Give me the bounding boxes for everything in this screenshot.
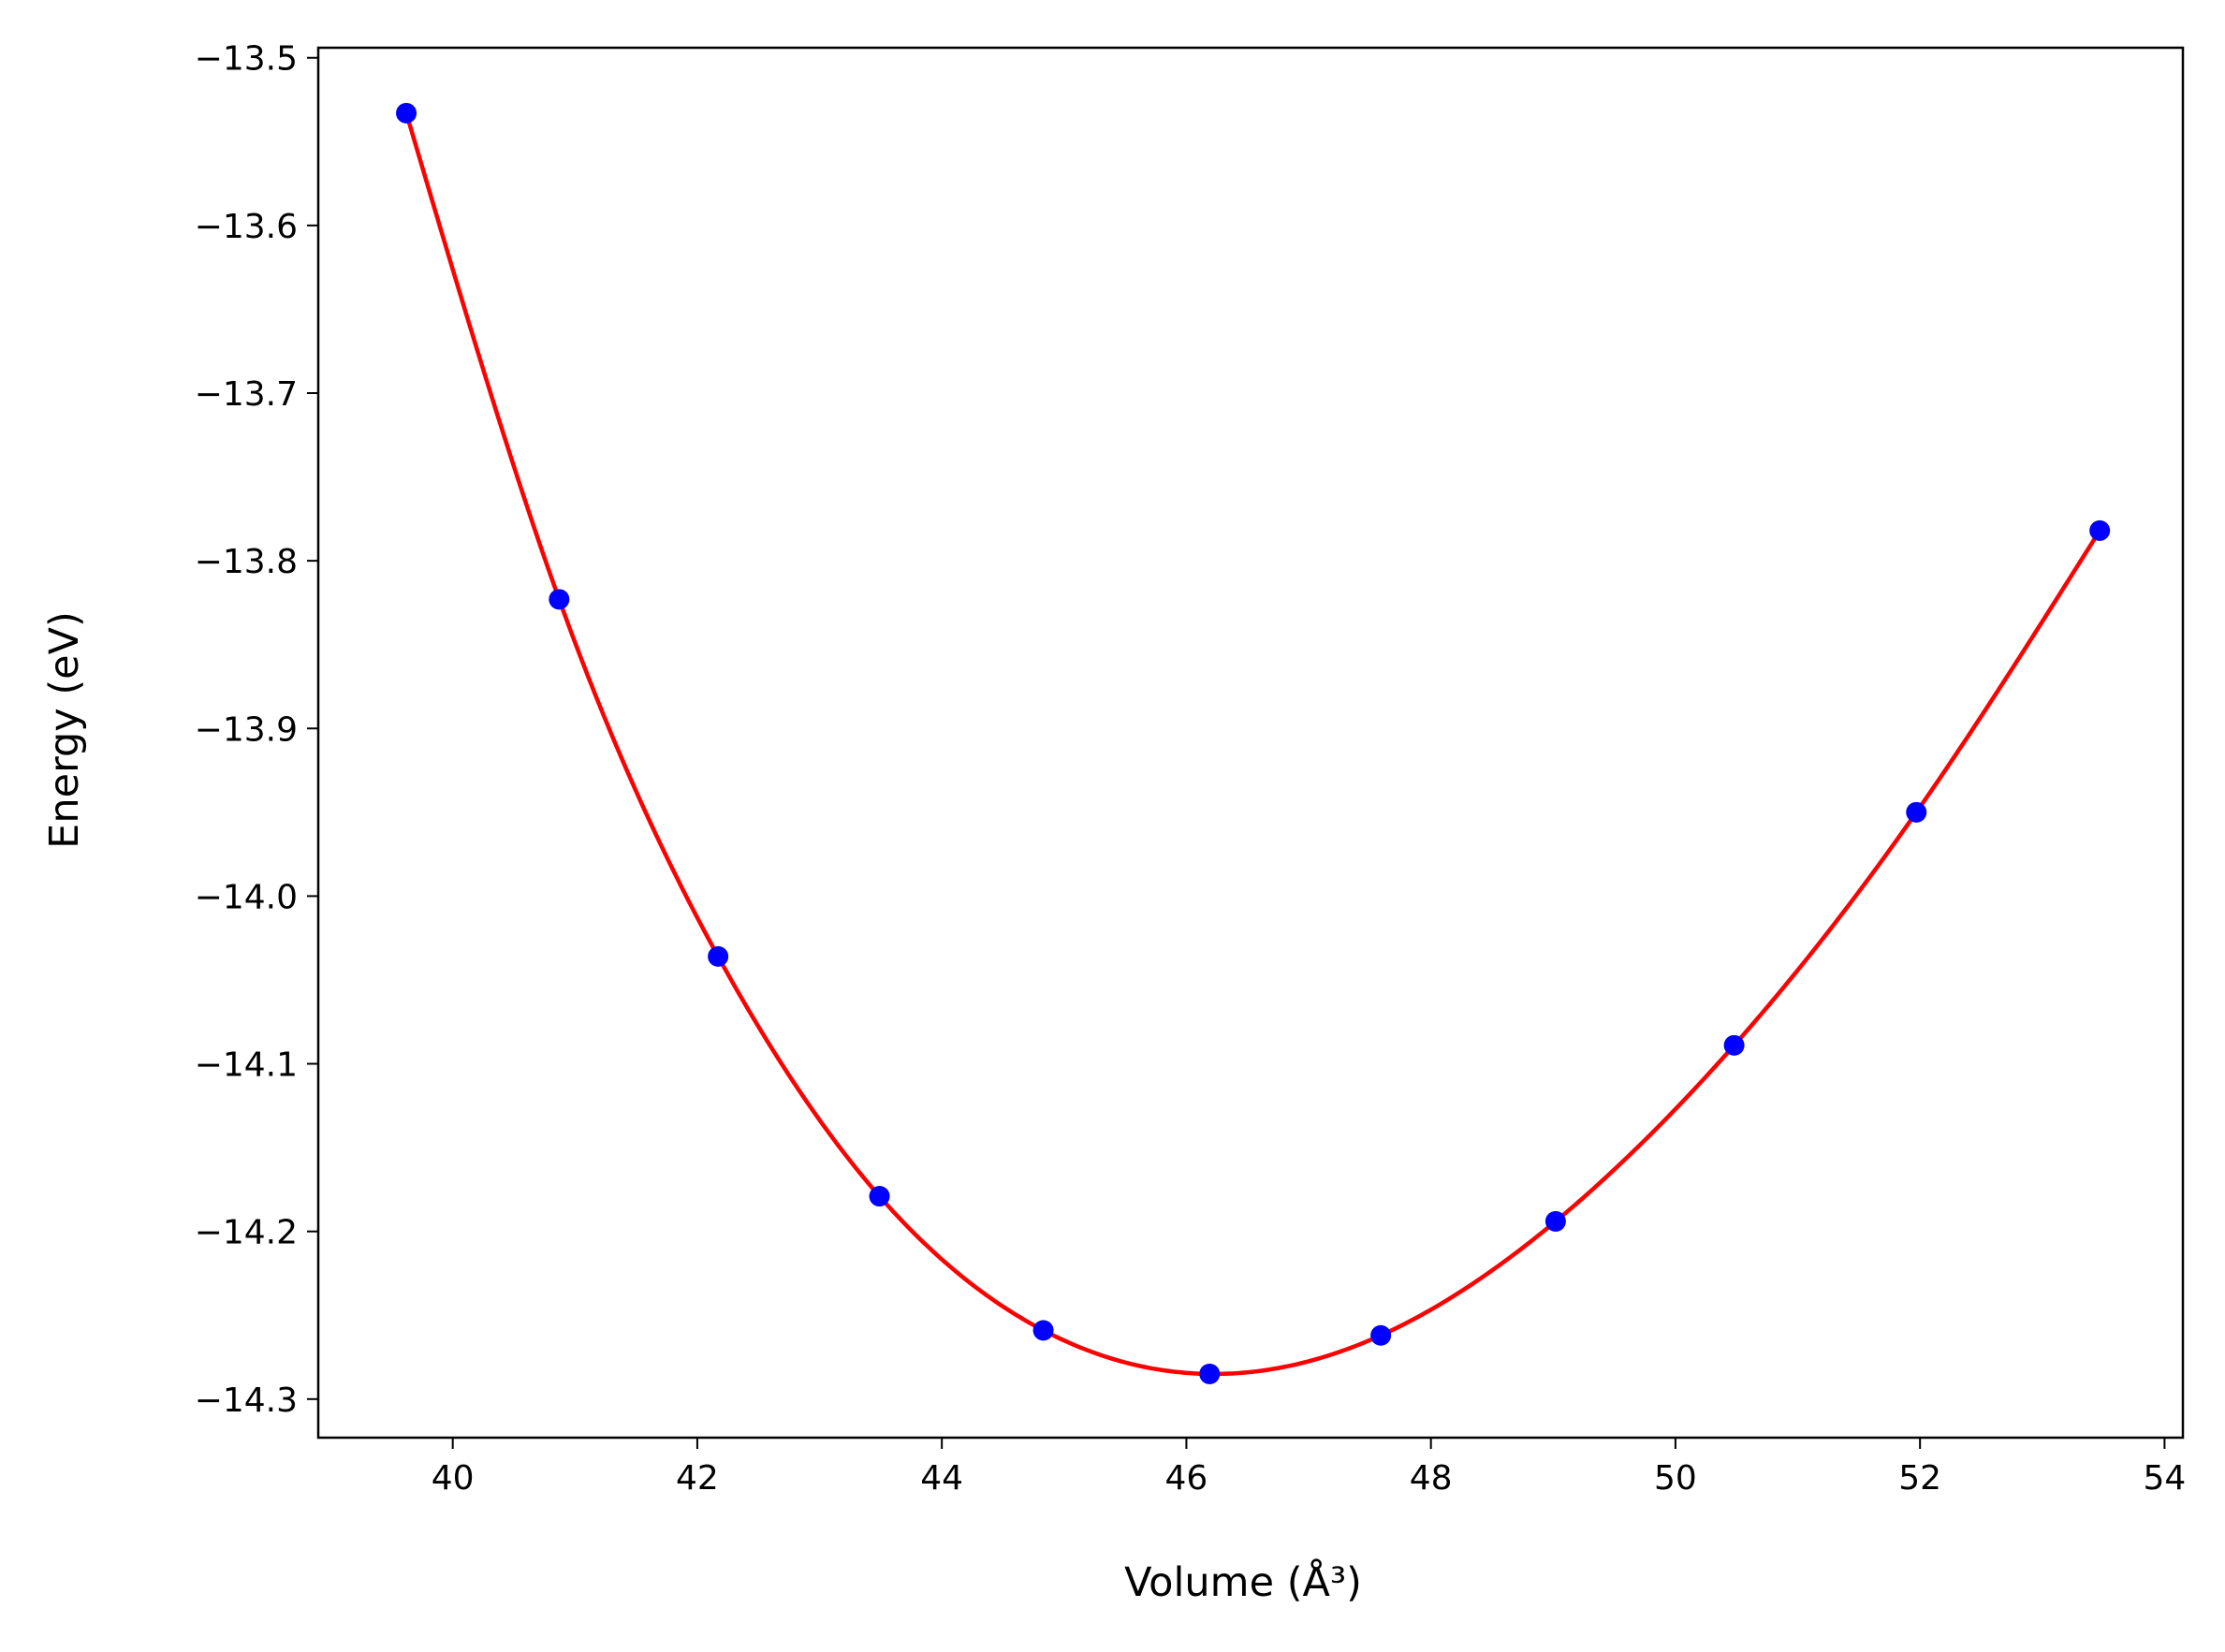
data-point <box>708 945 729 967</box>
data-point <box>2089 519 2111 541</box>
x-tick-label: 40 <box>432 1459 475 1498</box>
y-tick-label: −13.5 <box>195 40 298 79</box>
x-tick-label: 48 <box>1410 1459 1453 1498</box>
data-point <box>1723 1034 1745 1056</box>
y-tick-label: −13.9 <box>195 710 298 749</box>
x-tick-label: 50 <box>1654 1459 1697 1498</box>
data-point <box>1199 1363 1221 1384</box>
data-point <box>1370 1324 1392 1346</box>
data-point <box>1032 1320 1054 1341</box>
y-tick-label: −14.2 <box>195 1214 298 1252</box>
x-tick-label: 54 <box>2144 1459 2187 1498</box>
data-point <box>1906 801 1927 823</box>
y-tick-label: −13.6 <box>195 208 298 246</box>
y-tick-label: −13.8 <box>195 543 298 581</box>
y-tick-label: −14.0 <box>195 878 298 916</box>
y-axis-ticks: −13.5 −13.6 −13.7 −13.8 −13.9 −14.0 −14.1 −14.2… <box>195 40 318 1420</box>
data-point <box>549 589 570 610</box>
x-tick-label: 42 <box>676 1459 719 1498</box>
x-tick-label: 52 <box>1898 1459 1941 1498</box>
y-tick-label: −14.1 <box>195 1046 298 1085</box>
x-axis-label: Volume (Å³) <box>1124 1558 1362 1606</box>
data-point <box>869 1186 890 1207</box>
x-tick-label: 44 <box>920 1459 963 1498</box>
data-point <box>396 102 417 124</box>
curve-layer <box>403 112 2102 1377</box>
data-point <box>1544 1210 1566 1232</box>
x-tick-label: 46 <box>1165 1459 1208 1498</box>
y-tick-label: −13.7 <box>195 375 298 414</box>
y-axis-label: Energy (eV) <box>41 611 88 849</box>
fit-curve-line <box>403 112 2102 1377</box>
x-axis-ticks: 40 42 44 46 48 50 52 54 <box>432 1438 2187 1498</box>
y-tick-label: −14.3 <box>195 1382 298 1420</box>
points-layer <box>396 102 2111 1384</box>
plot-frame <box>316 46 2185 1440</box>
